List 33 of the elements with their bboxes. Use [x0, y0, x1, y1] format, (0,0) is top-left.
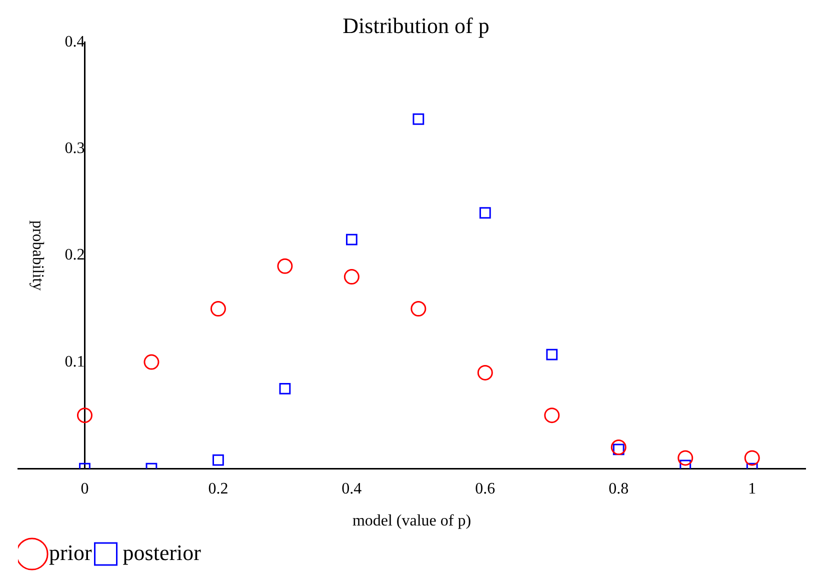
point [678, 450, 694, 466]
point [410, 301, 426, 317]
x-tick-label: 0.8 [608, 480, 629, 498]
x-tick-label: 0.4 [342, 480, 362, 498]
x-tick-label: 0.6 [475, 480, 496, 498]
y-tick-label: 0.1 [64, 353, 85, 370]
point [680, 460, 692, 469]
chart-title: Distribution of p [342, 12, 490, 38]
x-tick-label: 0.2 [208, 480, 228, 498]
point [212, 454, 224, 466]
legend-label: prior [49, 540, 92, 565]
y-tick-label: 0.3 [64, 140, 85, 158]
point [544, 408, 560, 424]
x-tick-label: 0 [80, 480, 89, 498]
y-tick-label: 0.4 [64, 34, 85, 51]
point [610, 440, 626, 456]
point [277, 258, 293, 274]
point [210, 301, 226, 317]
point [744, 450, 760, 466]
y-axis-title: probability [28, 220, 46, 291]
point [76, 408, 92, 424]
point [477, 364, 493, 380]
point [279, 382, 291, 394]
x-axis-title: model (value of p) [352, 512, 472, 530]
x-tick-label: 1 [748, 480, 756, 498]
legend-label: posterior [122, 540, 202, 565]
point [546, 348, 558, 360]
point [144, 354, 160, 370]
point [479, 207, 491, 219]
y-tick-label: 0.2 [64, 246, 85, 264]
point [346, 234, 358, 246]
point [412, 113, 424, 125]
point [344, 269, 360, 285]
